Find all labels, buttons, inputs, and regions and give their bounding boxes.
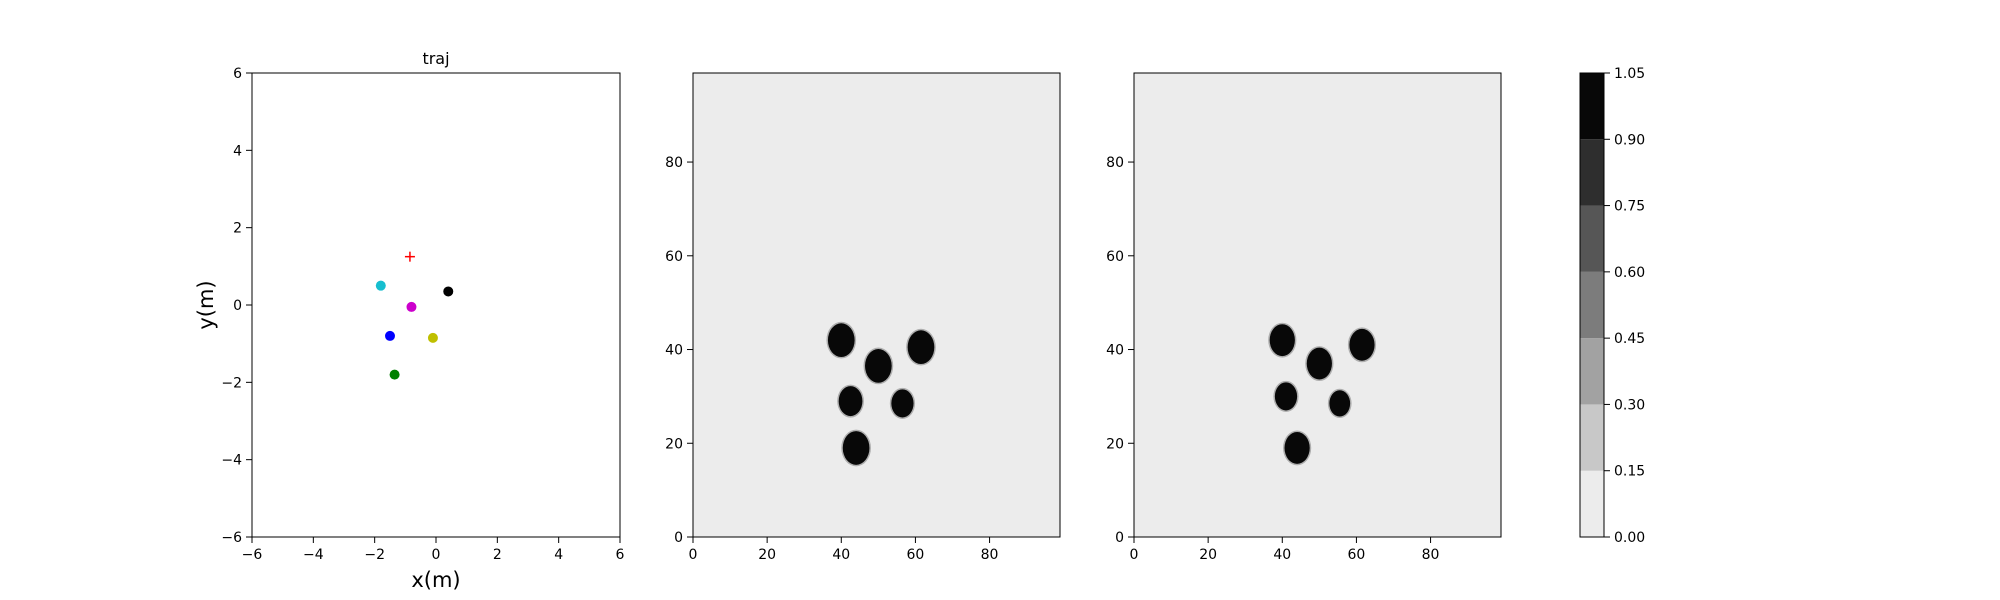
obstacle-blob bbox=[891, 389, 914, 418]
obstacle-blob bbox=[1349, 328, 1375, 361]
x-tick-label: 0 bbox=[689, 547, 698, 563]
y-tick-label: −4 bbox=[221, 453, 242, 469]
y-axis-label: y(m) bbox=[194, 280, 218, 329]
x-tick-label: −6 bbox=[242, 547, 263, 563]
agent-point bbox=[385, 330, 395, 341]
y-tick-label: 60 bbox=[665, 249, 683, 265]
x-tick-label: 40 bbox=[1273, 547, 1291, 563]
y-tick-label: 0 bbox=[1115, 530, 1124, 546]
colorbar-segment bbox=[1580, 139, 1604, 206]
obstacle-blob bbox=[907, 330, 935, 365]
y-tick-label: 40 bbox=[1106, 343, 1124, 359]
obstacle-blob bbox=[865, 349, 892, 383]
x-tick-label: 60 bbox=[907, 547, 925, 563]
y-tick-label: −2 bbox=[221, 375, 242, 391]
x-tick-label: −4 bbox=[303, 547, 324, 563]
target-marker bbox=[404, 251, 415, 262]
x-tick-label: 60 bbox=[1348, 547, 1366, 563]
obstacle-blob bbox=[838, 386, 863, 417]
colorbar-tick-label: 0.30 bbox=[1614, 397, 1645, 413]
obstacle-blob bbox=[827, 323, 855, 358]
agent-point bbox=[443, 286, 454, 297]
occupancy-map-left-panel: 0 20 40 60 80 0 20 40 60 80 bbox=[665, 72, 1061, 563]
colorbar-segment bbox=[1580, 470, 1604, 537]
x-axis-label: x(m) bbox=[411, 568, 460, 592]
colorbar-tick-label: 0.75 bbox=[1614, 199, 1645, 215]
colorbar-frame bbox=[1579, 72, 1605, 538]
x-tick-label: 20 bbox=[1199, 547, 1217, 563]
colorbar-segment bbox=[1580, 271, 1604, 339]
colorbar-segment bbox=[1580, 73, 1604, 140]
heatmap-background bbox=[1134, 73, 1501, 537]
agent-point bbox=[427, 332, 438, 343]
y-tick-label: 6 bbox=[233, 66, 242, 82]
x-tick-label: 80 bbox=[981, 547, 999, 563]
y-tick-label: 80 bbox=[1106, 155, 1124, 171]
y-tick-label: 2 bbox=[233, 221, 242, 237]
axes-frame bbox=[1133, 72, 1502, 538]
obstacle-blob bbox=[842, 431, 870, 465]
y-tick-label: 4 bbox=[233, 143, 242, 159]
obstacle-blob bbox=[1329, 390, 1351, 417]
colorbar-tick-label: 0.15 bbox=[1614, 464, 1645, 480]
x-tick-label: −2 bbox=[364, 547, 385, 563]
agent-point bbox=[375, 280, 386, 291]
y-tick-label: 80 bbox=[665, 155, 683, 171]
obstacle-blob bbox=[1306, 347, 1332, 380]
y-tick-label: 0 bbox=[233, 298, 242, 314]
obstacle-blob bbox=[1269, 324, 1295, 357]
colorbar-tick-label: 0.60 bbox=[1614, 265, 1645, 281]
colorbar-tick-label: 0.90 bbox=[1614, 132, 1645, 148]
colorbar-tick-label: 1.05 bbox=[1614, 66, 1645, 82]
obstacle-blob bbox=[1274, 382, 1298, 411]
colorbar-tick-label: 0.00 bbox=[1614, 530, 1645, 546]
y-tick-label: 0 bbox=[674, 530, 683, 546]
colorbar-tick-label: 0.45 bbox=[1614, 331, 1645, 347]
agent-point bbox=[406, 301, 417, 312]
x-tick-label: 4 bbox=[554, 547, 563, 563]
y-tick-label: 40 bbox=[665, 343, 683, 359]
x-tick-label: 80 bbox=[1422, 547, 1440, 563]
x-tick-label: 2 bbox=[493, 547, 502, 563]
traj-panel: −6 −4 −2 0 2 4 6 −6 −4 −2 0 2 4 6 traj x(m) y(m) bbox=[194, 49, 625, 592]
plot-area bbox=[252, 73, 620, 537]
colorbar-segment bbox=[1580, 338, 1604, 405]
y-tick-label: −6 bbox=[221, 530, 242, 546]
colorbar-segment bbox=[1580, 404, 1604, 471]
colorbar-segment bbox=[1580, 205, 1604, 272]
heatmap-background bbox=[693, 73, 1060, 537]
agent-point bbox=[389, 369, 400, 380]
traj-title: traj bbox=[422, 49, 449, 68]
obstacle-blob bbox=[1284, 432, 1310, 464]
x-tick-label: 20 bbox=[758, 547, 776, 563]
y-tick-label: 20 bbox=[665, 436, 683, 452]
x-tick-label: 0 bbox=[432, 547, 441, 563]
occupancy-map-right-panel: 0 20 40 60 80 0 20 40 60 80 bbox=[1106, 72, 1502, 563]
x-tick-label: 6 bbox=[616, 547, 625, 563]
x-tick-label: 0 bbox=[1130, 547, 1139, 563]
x-tick-label: 40 bbox=[832, 547, 850, 563]
axes-frame bbox=[251, 72, 621, 538]
colorbar: 0.00 0.15 0.30 0.45 0.60 0.75 0.90 1.05 bbox=[1579, 66, 1645, 546]
axes-frame bbox=[692, 72, 1061, 538]
y-tick-label: 20 bbox=[1106, 436, 1124, 452]
y-tick-label: 60 bbox=[1106, 249, 1124, 265]
